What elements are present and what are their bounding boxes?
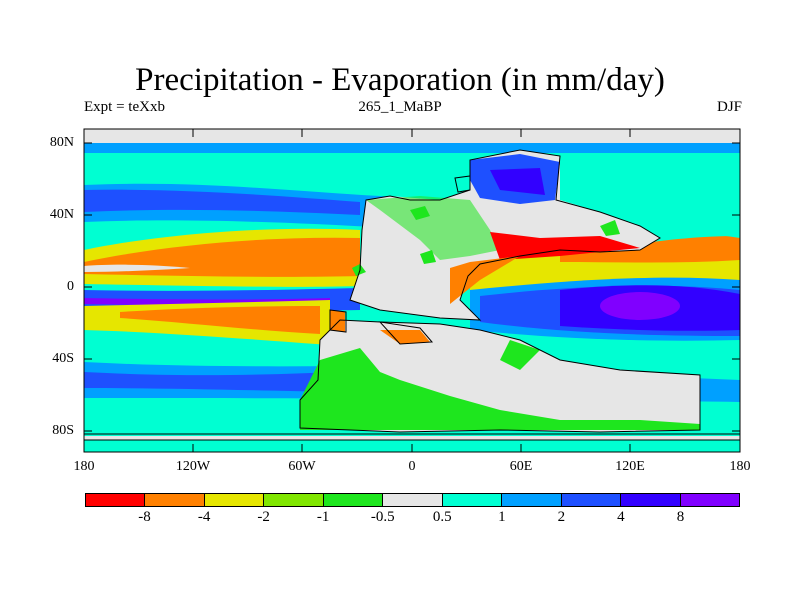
colorbar-box: [561, 494, 622, 506]
x-tick-label: 120W: [175, 459, 211, 474]
colorbar-label: -8: [138, 509, 151, 525]
colorbar-label: -0.5: [370, 509, 395, 525]
coastlines: [84, 149, 740, 441]
x-tick-label: 0: [408, 459, 416, 474]
colorbar: [85, 493, 740, 507]
x-tick-label: 60W: [288, 459, 316, 474]
colorbar-box: [145, 494, 205, 506]
colorbar-label: -2: [257, 509, 270, 525]
x-tick-label: 180: [73, 459, 95, 474]
colorbar-box: [264, 494, 324, 506]
colorbar-label: 4: [617, 509, 625, 525]
experiment-label: Expt = teXxb: [84, 99, 165, 115]
y-tick-label: 80S: [52, 423, 74, 438]
colorbar-label: 2: [557, 509, 566, 525]
colorbar-label: 0.5: [432, 509, 452, 525]
map-title: Precipitation - Evaporation (in mm/day): [135, 62, 665, 98]
x-tick-label: 120E: [615, 459, 645, 474]
x-tick-label: 60E: [509, 459, 533, 474]
colorbar-box: [204, 494, 265, 506]
season-label: DJF: [716, 99, 742, 115]
period-label: 265_1_MaBP: [358, 99, 442, 115]
y-tick-label: 40S: [52, 351, 74, 366]
x-tick-label: 180: [729, 459, 751, 474]
colorbar-box: [442, 494, 503, 506]
y-tick-label: 40N: [49, 207, 74, 222]
colorbar-label: 1: [498, 509, 506, 525]
pe-field: [84, 129, 740, 452]
y-tick-label: 80N: [49, 135, 74, 150]
tick-marks: [84, 129, 740, 452]
colorbar-box: [383, 494, 443, 506]
colorbar-label: 8: [676, 509, 685, 525]
colorbar-box: [323, 494, 384, 506]
colorbar-box: [86, 494, 146, 506]
y-tick-label: 0: [67, 279, 74, 294]
colorbar-box: [621, 494, 681, 506]
colorbar-box: [502, 494, 562, 506]
colorbar-label: -4: [197, 509, 211, 525]
colorbar-box: [680, 494, 739, 506]
colorbar-label: -1: [316, 509, 330, 525]
